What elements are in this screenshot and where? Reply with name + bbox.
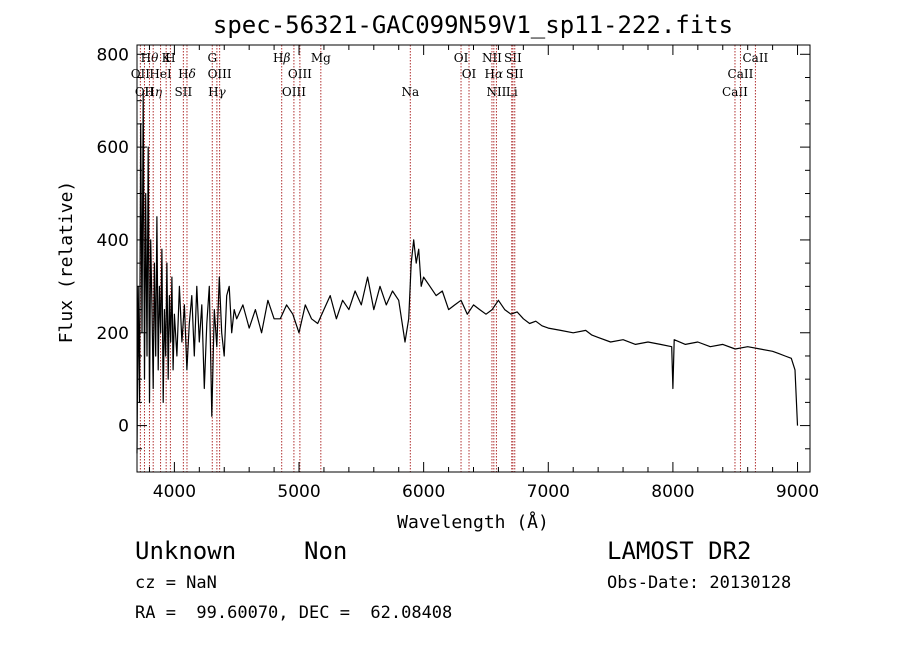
cz-text: cz = NaN: [135, 573, 217, 593]
spectrum-line: [136, 90, 799, 454]
y-axis-label: Flux (relative): [56, 181, 77, 344]
x-tick-label: 6000: [402, 482, 445, 502]
spectral-line-label: Hα: [485, 67, 504, 81]
spectral-line-label: OI: [462, 67, 477, 81]
classification-text: Unknown: [135, 537, 237, 565]
spectral-line-label: OIII: [208, 67, 232, 81]
spectral-line-label: OIII: [282, 85, 306, 99]
radec-text: RA = 99.60070, DEC = 62.08408: [135, 603, 453, 623]
y-tick-label: 0: [118, 417, 129, 437]
spectral-line-label: SII: [175, 85, 193, 99]
spectral-line-label: Hδ: [178, 67, 196, 81]
spectral-line-label: Hβ: [273, 51, 290, 65]
y-tick-label: 600: [97, 138, 129, 158]
spectral-line-label: NII: [482, 51, 502, 65]
spectrum-series: [136, 90, 799, 454]
spectral-line-label: SII: [506, 67, 524, 81]
y-tick-label: 400: [97, 231, 129, 251]
spectral-line-label: Li: [506, 85, 518, 99]
spectral-line-label: HeI: [149, 67, 172, 81]
chart-title: spec-56321-GAC099N59V1_sp11-222.fits: [213, 11, 733, 39]
spectral-line-label: NII: [486, 85, 506, 99]
spectral-line-label: G: [207, 51, 217, 65]
x-axis-ticks: 4000 5000 6000 7000 8000 9000: [148, 45, 819, 502]
spectral-line-label: K: [162, 51, 172, 65]
y-axis-ticks: 0 200 400 600 800: [97, 45, 810, 473]
x-tick-label: 5000: [277, 482, 320, 502]
spectral-line-label: H: [165, 51, 175, 65]
survey-text: LAMOST DR2: [607, 537, 752, 565]
obs-date-text: Obs-Date: 20130128: [607, 573, 792, 593]
spectral-line-label: CaII: [742, 51, 768, 65]
spectral-line-label: CaII: [722, 85, 748, 99]
plot-frame: [136, 44, 811, 473]
y-tick-label: 800: [97, 45, 129, 65]
y-tick-label: 200: [97, 324, 129, 344]
spectral-line-label: OII: [131, 67, 151, 81]
spectral-line-label: CaII: [728, 67, 754, 81]
spectral-line-label: Hθ: [141, 51, 159, 65]
x-tick-label: 4000: [153, 482, 196, 502]
subclass-text: Non: [304, 537, 348, 565]
spectral-line-label: Na: [401, 85, 419, 99]
x-tick-label: 7000: [527, 482, 570, 502]
spectral-line-label: Hη: [144, 85, 162, 99]
x-axis-label: Wavelength (Å): [397, 511, 549, 533]
x-tick-label: 9000: [776, 482, 819, 502]
spectral-line-label: Mg: [311, 51, 331, 65]
spectral-line-label: SII: [504, 51, 522, 65]
spectral-line-label: OI: [454, 51, 469, 65]
spectral-line-label: Hγ: [208, 85, 226, 99]
spectral-line-markers: OIIOIIHθHηHeIKHHδSIIGHγOIIIHβOIIIOIIIMgN…: [131, 45, 769, 472]
spectral-line-label: OIII: [288, 67, 312, 81]
x-tick-label: 8000: [651, 482, 694, 502]
